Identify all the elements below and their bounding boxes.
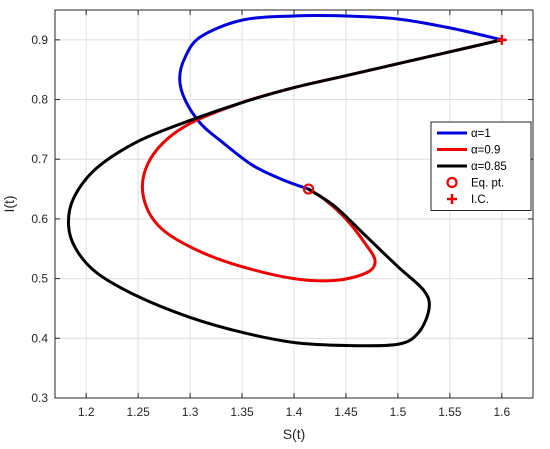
series-line-0 [178, 14, 504, 191]
legend-marker-circle [446, 176, 458, 189]
y-axis-label: I(t) [1, 195, 17, 212]
y-tick-label: 0.3 [31, 391, 48, 405]
series-line-2 [66, 38, 504, 348]
y-tick-label: 0.7 [31, 152, 48, 166]
plot-frame [54, 9, 534, 399]
marker-layer [302, 34, 507, 195]
x-tick-label: 1.6 [493, 405, 510, 419]
y-tick-label: 0.4 [31, 331, 48, 345]
x-tick-label: 1.55 [438, 405, 462, 419]
legend-label: α=1 [471, 128, 491, 140]
y-tick-label: 0.6 [31, 212, 48, 226]
legend: α=1 α=0.9 α=0.85 Eq. pt. I.C. [430, 121, 532, 211]
equilibrium-point-marker [302, 183, 315, 195]
x-tick-label: 1.35 [230, 405, 254, 419]
legend-label: Eq. pt. [471, 178, 504, 190]
x-tick-label: 1.2 [78, 405, 95, 419]
legend-label: α=0.85 [471, 161, 507, 173]
x-tick-label: 1.45 [334, 405, 358, 419]
legend-label: α=0.9 [471, 145, 500, 157]
x-axis-label: S(t) [283, 426, 306, 442]
y-tick-labels: 0.3 0.4 0.5 0.6 0.7 0.8 0.9 [31, 33, 48, 405]
y-tick-label: 0.5 [31, 272, 48, 286]
x-tick-label: 1.5 [390, 405, 407, 419]
x-tick-labels: 1.2 1.25 1.3 1.35 1.4 1.45 1.5 1.55 1.6 [78, 405, 511, 419]
x-tick-label: 1.3 [182, 405, 199, 419]
series-layer [66, 14, 504, 348]
y-tick-label: 0.8 [31, 93, 48, 107]
x-tick-label: 1.25 [126, 405, 150, 419]
x-tick-label: 1.4 [286, 405, 303, 419]
legend-label: I.C. [471, 194, 489, 206]
y-tick-label: 0.9 [31, 33, 48, 47]
